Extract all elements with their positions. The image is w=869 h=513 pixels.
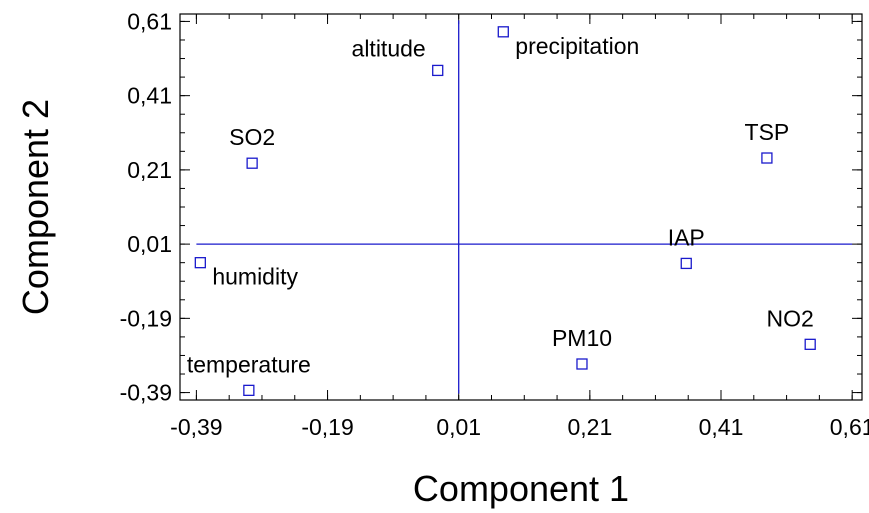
y-tick-label: -0,19 (120, 305, 172, 331)
y-tick-label: 0,61 (127, 8, 172, 34)
point-label-precipitation: precipitation (515, 33, 639, 59)
point-no2 (804, 338, 816, 350)
axis-ticks (180, 14, 862, 400)
y-tick-label: 0,21 (127, 157, 172, 183)
x-axis-title: Component 1 (413, 468, 629, 509)
y-axis-title: Component 2 (15, 99, 56, 315)
x-tick-label: 0,41 (699, 414, 744, 440)
y-tick-label: 0,01 (127, 231, 172, 257)
point-so2 (246, 157, 258, 169)
point-precipitation (497, 26, 509, 38)
point-label-pm10: PM10 (552, 325, 612, 351)
point-temperature (243, 384, 255, 397)
point-label-altitude: altitude (352, 35, 426, 61)
point-pm10 (576, 358, 588, 370)
x-tick-label: 0,21 (567, 414, 612, 440)
x-tick-label: -0,19 (301, 414, 353, 440)
plot-frame (179, 13, 863, 401)
point-label-temperature: temperature (187, 351, 311, 377)
point-label-iap: IAP (668, 224, 705, 250)
point-tsp (761, 152, 773, 164)
point-label-no2: NO2 (767, 305, 814, 331)
x-tick-label: 0,01 (436, 414, 481, 440)
x-tick-label: -0,39 (170, 414, 222, 440)
point-label-so2: SO2 (229, 124, 275, 150)
y-tick-label: 0,41 (127, 83, 172, 109)
y-tick-label: -0,39 (120, 380, 172, 406)
x-tick-label: 0,61 (830, 414, 869, 440)
tick-labels: -0,39 -0,39 -0,19 -0,19 0,01 0,01 0,21 0,21 0,41… (120, 8, 869, 440)
point-altitude (432, 64, 444, 77)
point-label-humidity: humidity (212, 264, 298, 290)
reference-lines (196, 20, 853, 394)
point-humidity (194, 257, 206, 269)
point-iap (680, 257, 692, 270)
data-points: altitude precipitation SO2 TSP IAP humidity NO… (187, 26, 816, 397)
point-label-tsp: TSP (745, 119, 790, 145)
